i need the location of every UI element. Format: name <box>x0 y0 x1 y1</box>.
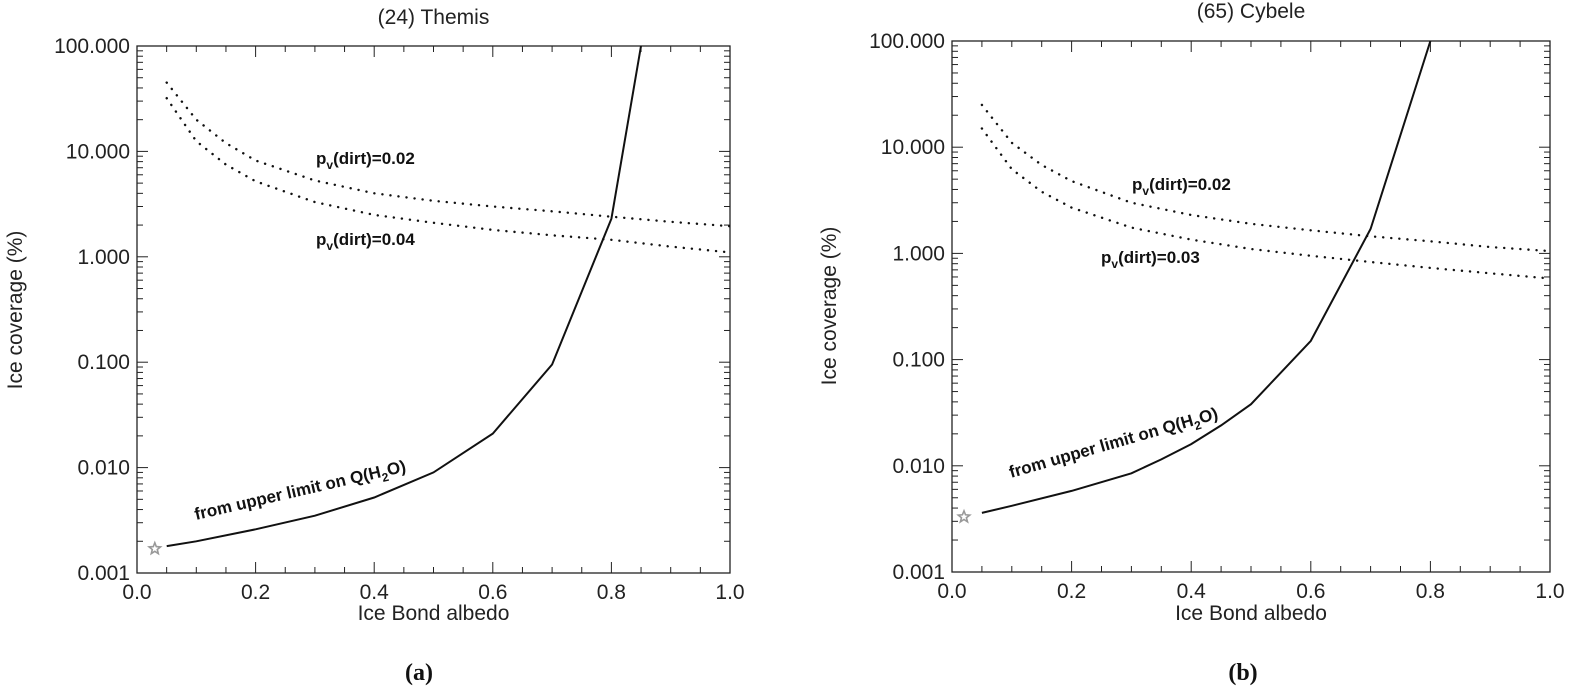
y-tick-label: 100.000 <box>869 30 945 53</box>
series-label: pv(dirt)=0.02 <box>1132 175 1231 198</box>
y-tick-label: 100.000 <box>54 35 130 58</box>
y-tick-label: 10.000 <box>66 140 130 163</box>
series-line-dirt-2 <box>980 127 1550 280</box>
panel-a: 0.0 0.2 0.4 0.6 0.8 1.0 0.001 0.010 0.100 1.000 10… <box>4 6 745 686</box>
x-tick-label: 0.6 <box>478 581 507 604</box>
y-tick-label: 0.100 <box>77 351 130 374</box>
series-line-dirt-2 <box>165 96 730 254</box>
y-tick-label: 1.000 <box>77 246 130 269</box>
x-tick-label: 0.6 <box>1296 580 1325 603</box>
x-tick-label: 0.2 <box>1057 580 1086 603</box>
series-line-dirt-1 <box>165 81 730 228</box>
x-tick-label: 1.0 <box>715 581 744 604</box>
plot-frame <box>951 40 1551 573</box>
x-tick-label: 0.8 <box>1416 580 1445 603</box>
series-line-upper-limit <box>981 41 1432 514</box>
x-tick-label: 0.0 <box>122 581 151 604</box>
x-axis-label: Ice Bond albedo <box>358 602 510 625</box>
x-tick-label: 1.0 <box>1535 580 1564 603</box>
plot-frame <box>136 45 731 574</box>
y-tick-label: 0.010 <box>892 455 945 478</box>
series-label: pv(dirt)=0.03 <box>1101 248 1200 271</box>
y-axis-label: Ice coverage (%) <box>818 227 841 386</box>
chart-title: (24) Themis <box>378 6 490 29</box>
series-line-dirt-1 <box>980 103 1550 253</box>
panel-caption: (a) <box>405 660 433 686</box>
x-axis-label: Ice Bond albedo <box>1175 602 1327 625</box>
chart-title: (65) Cybele <box>1197 0 1306 23</box>
y-tick-label: 1.000 <box>892 242 945 265</box>
series-label: pv(dirt)=0.04 <box>316 230 415 253</box>
y-tick-label: 0.010 <box>77 457 130 480</box>
series-line-upper-limit <box>166 46 642 548</box>
y-tick-label: 0.001 <box>892 561 945 584</box>
y-tick-label: 10.000 <box>881 136 945 159</box>
x-tick-label: 0.0 <box>937 580 966 603</box>
x-tick-label: 0.8 <box>597 581 626 604</box>
x-tick-label: 0.4 <box>360 581 390 604</box>
y-axis-label: Ice coverage (%) <box>4 231 27 390</box>
series-label: from upper limit on Q(H2O) <box>193 457 409 528</box>
star-marker-icon <box>147 540 163 556</box>
panel-b: 0.0 0.2 0.4 0.6 0.8 1.0 0.001 0.010 0.100 1.000 10… <box>818 0 1565 686</box>
x-tick-label: 0.4 <box>1177 580 1207 603</box>
x-tick-label: 0.2 <box>241 581 270 604</box>
star-marker-icon <box>956 508 972 524</box>
panel-caption: (b) <box>1228 660 1257 686</box>
y-tick-label: 0.001 <box>77 562 130 585</box>
y-tick-label: 0.100 <box>892 349 945 372</box>
series-label: pv(dirt)=0.02 <box>316 149 415 172</box>
